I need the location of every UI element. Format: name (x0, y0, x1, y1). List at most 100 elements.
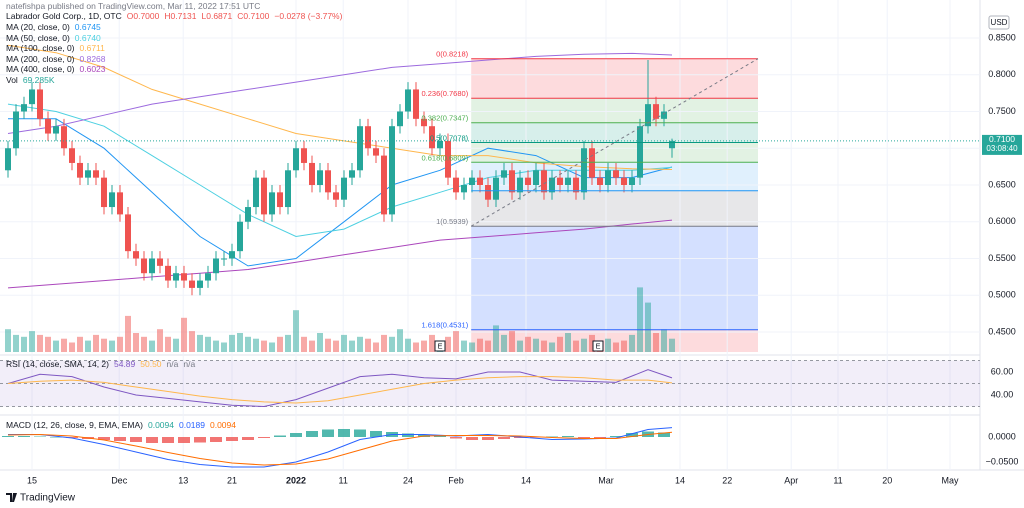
volume-bar (61, 338, 67, 352)
volume-bar (205, 336, 211, 352)
candle-body (245, 207, 251, 222)
symbol-legend: Labrador Gold Corp., 1D, OTC O0.7000 H0.71… (6, 11, 347, 22)
ma-name: MA (50, close, 0) (6, 32, 70, 43)
candle-body (661, 111, 667, 119)
macd-histogram-bar (242, 437, 254, 440)
candle-body (269, 192, 275, 215)
candle-body (613, 170, 619, 178)
macd-histogram-bar (450, 437, 462, 439)
candle-body (461, 184, 467, 193)
candle-body (565, 177, 571, 185)
volume-bar (189, 331, 195, 352)
ma-legend-row: MA (20, close, 0) 0.6745 (6, 22, 111, 33)
price-tick-label: 0.5000 (988, 290, 1016, 300)
candle-body (349, 170, 355, 178)
ma-legend-row: MA (400, close, 0) 0.6023 (6, 64, 111, 75)
candle-body (381, 155, 387, 215)
candle-body (29, 89, 35, 105)
ma-name: MA (200, close, 0) (6, 53, 75, 64)
macd-line (8, 427, 673, 468)
time-tick-label: 14 (675, 475, 685, 485)
rsi-line (7, 369, 673, 408)
fib-label: 1.618(0.4531) (421, 321, 468, 330)
volume-bar (309, 340, 315, 352)
fib-zone (471, 142, 758, 163)
macd-histogram-bar (210, 437, 222, 442)
candle-body (253, 177, 259, 208)
volume-bar (293, 310, 299, 352)
candle-body (429, 126, 435, 149)
rsi-value: 54.89 (113, 359, 136, 369)
event-label: E (595, 341, 600, 350)
volume-bar (173, 338, 179, 352)
macd-histogram-bar (626, 433, 638, 437)
fib-label: 0.5(0.7078) (430, 133, 469, 142)
volume-bar (517, 340, 523, 352)
candle-body (645, 104, 651, 127)
candle-body (53, 126, 59, 134)
price-tick-label: 0.4500 (988, 326, 1016, 336)
candle-body (501, 170, 507, 178)
macd-histogram-bar (610, 436, 622, 437)
time-tick-label: 21 (227, 475, 237, 485)
volume-bar (285, 334, 291, 352)
volume-bar (301, 336, 307, 352)
macd-histogram-bar (290, 433, 302, 437)
rsi-value: n/a (183, 359, 196, 369)
volume-bar (541, 340, 547, 352)
macd-tick-label: 0.0000 (988, 431, 1016, 441)
volume-bar (389, 336, 395, 352)
time-tick-label: Mar (598, 475, 614, 485)
volume-bar (349, 340, 355, 352)
macd-value: 0.0094 (147, 420, 174, 430)
candle-body (509, 170, 515, 193)
candle-body (357, 126, 363, 171)
rsi-value: 50.50 (140, 359, 162, 369)
macd-histogram-bar (466, 437, 478, 440)
volume-bar (21, 336, 27, 352)
candle-body (637, 126, 643, 178)
volume-bar (29, 331, 35, 352)
volume-bar (365, 338, 371, 352)
time-tick-label: 24 (403, 475, 413, 485)
event-marker (592, 340, 604, 352)
time-tick-label: 11 (339, 475, 348, 485)
macd-legend: MACD (12, 26, close, 9, EMA, EMA) 0.0094 0… (6, 420, 241, 431)
macd-value: 0.0094 (209, 420, 236, 430)
candle-body (149, 258, 155, 274)
volume-bar (317, 333, 323, 352)
volume-bar (77, 336, 83, 352)
candle-body (285, 170, 291, 208)
macd-histogram-bar (274, 435, 286, 437)
volume-bar (461, 340, 467, 352)
price-tick-label: 0.8500 (988, 32, 1016, 42)
macd-histogram-bar (562, 436, 574, 437)
candle-body (325, 170, 331, 193)
volume-bar (269, 342, 275, 352)
volume-bar (581, 338, 587, 352)
candle-body (597, 177, 603, 185)
ma-line (7, 52, 673, 134)
fib-label: 1(0.5939) (436, 217, 469, 226)
candle-body (93, 170, 99, 178)
volume-bar (549, 342, 555, 352)
candle-body (541, 170, 547, 193)
macd-histogram-bar (50, 437, 62, 438)
volume-bar (469, 342, 475, 352)
price-tag-label: 0.7100 (989, 134, 1015, 144)
volume-bar (565, 333, 571, 352)
ma-legend-row: MA (200, close, 0) 0.8268 (6, 54, 111, 65)
volume-bar (261, 340, 267, 352)
candle-body (365, 126, 371, 149)
macd-name: MACD (12, 26, close, 9, EMA, EMA) (6, 420, 143, 430)
volume-bar (381, 334, 387, 352)
macd-histogram-bar (354, 429, 366, 437)
time-tick-label: 15 (27, 475, 37, 485)
volume-bar (605, 338, 611, 352)
candle-body (261, 177, 267, 215)
volume-bar (501, 334, 507, 352)
volume-bar (109, 340, 115, 352)
time-tick-label: 14 (521, 475, 531, 485)
macd-histogram-bar (146, 437, 158, 443)
volume-name: Vol (6, 74, 18, 85)
